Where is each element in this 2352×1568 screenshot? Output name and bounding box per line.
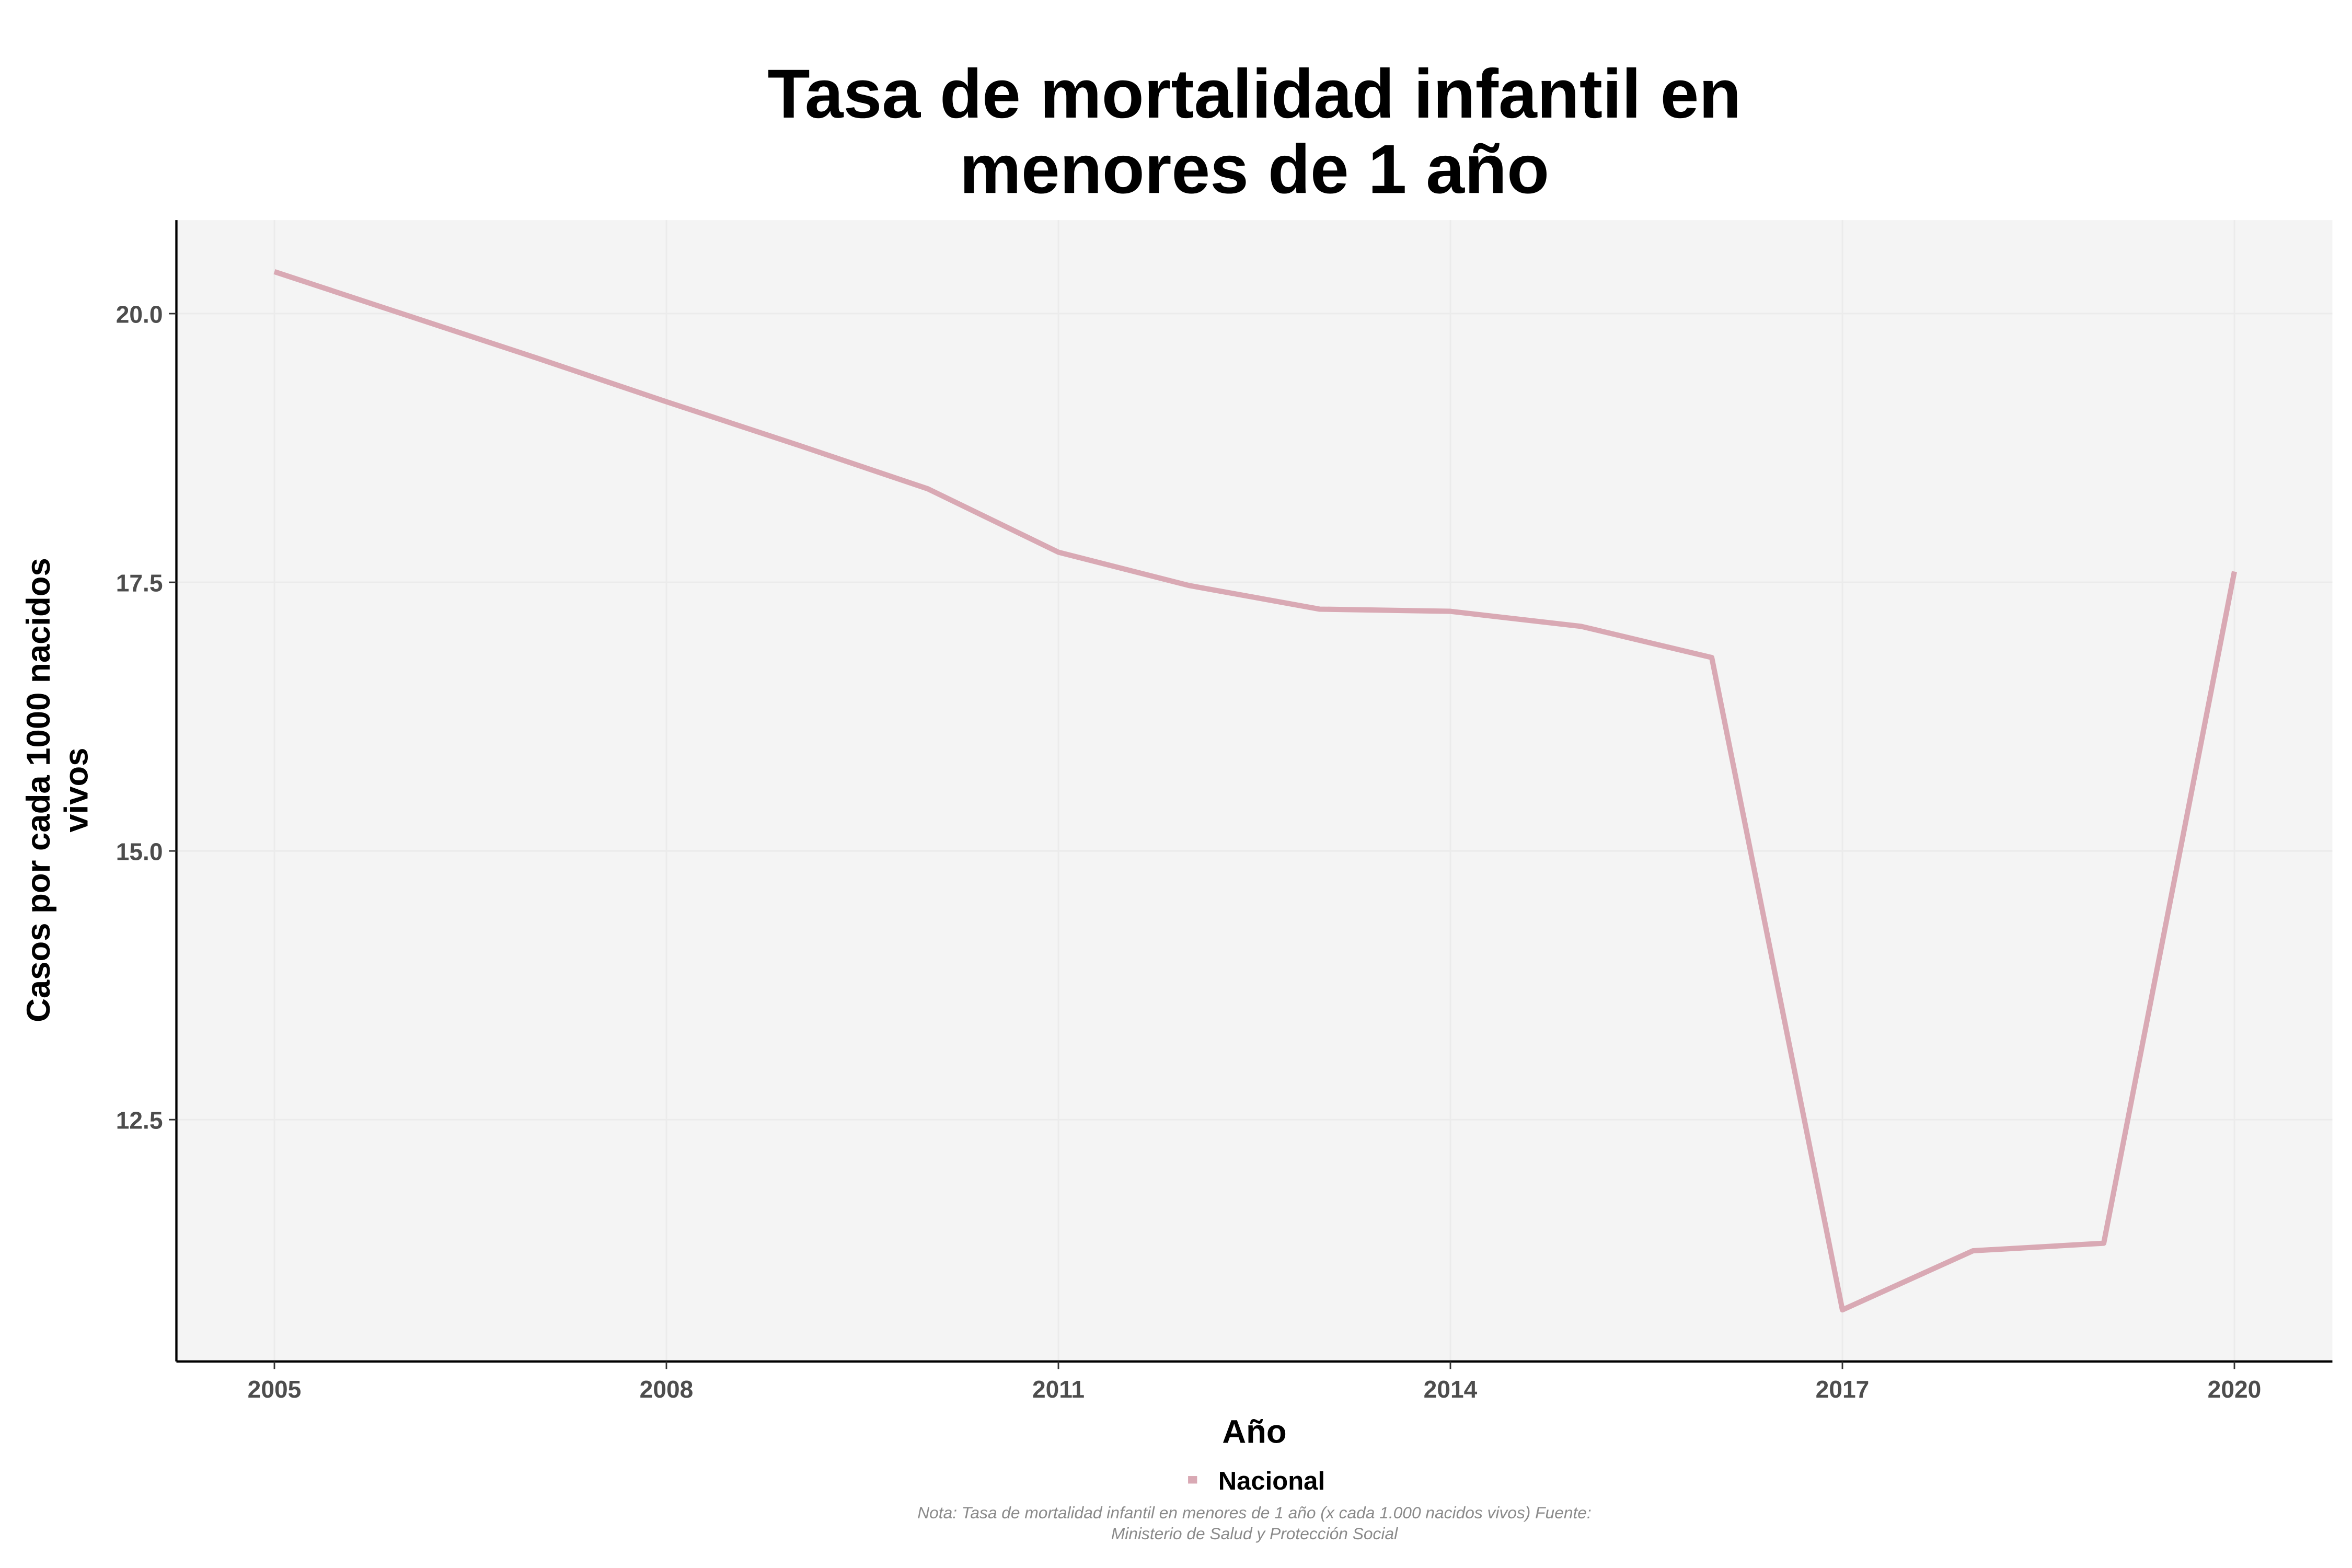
x-axis-ticks: 2005 2008 2011 2014 2017 2020 (248, 1361, 2262, 1403)
y-axis-label-line-2: vivos (58, 747, 95, 832)
legend-label-nacional: Nacional (1218, 1467, 1325, 1495)
x-tick-label: 2014 (1424, 1376, 1478, 1403)
x-tick-label: 2011 (1032, 1376, 1085, 1403)
note-line-1: Nota: Tasa de mortalidad infantil en men… (917, 1503, 1592, 1522)
legend-swatch-nacional (1188, 1476, 1197, 1484)
series-line-nacional (273, 269, 2237, 1313)
y-tick-label: 12.5 (116, 1106, 163, 1134)
y-axis-label-line-1: Casos por cada 1000 nacidos (20, 558, 57, 1022)
chart-title-line-1: Tasa de mortalidad infantil en (768, 55, 1742, 133)
x-axis-label: Año (1222, 1414, 1286, 1450)
x-tick-label: 2020 (2208, 1376, 2262, 1403)
note-line-2: Ministerio de Salud y Protección Social (1111, 1524, 1398, 1543)
x-tick-label: 2005 (248, 1376, 302, 1403)
chart-title-line-2: menores de 1 año (960, 131, 1549, 208)
plot-panel (176, 220, 2333, 1362)
y-tick-label: 17.5 (116, 569, 163, 596)
y-axis-ticks: 12.5 15.0 17.5 20.0 (116, 301, 177, 1134)
x-tick-label: 2008 (640, 1376, 694, 1403)
x-tick-label: 2017 (1816, 1376, 1870, 1403)
y-tick-label: 15.0 (116, 838, 163, 865)
y-tick-label: 20.0 (116, 301, 163, 328)
gridlines (176, 220, 2333, 1362)
legend: Nacional (1188, 1467, 1325, 1495)
